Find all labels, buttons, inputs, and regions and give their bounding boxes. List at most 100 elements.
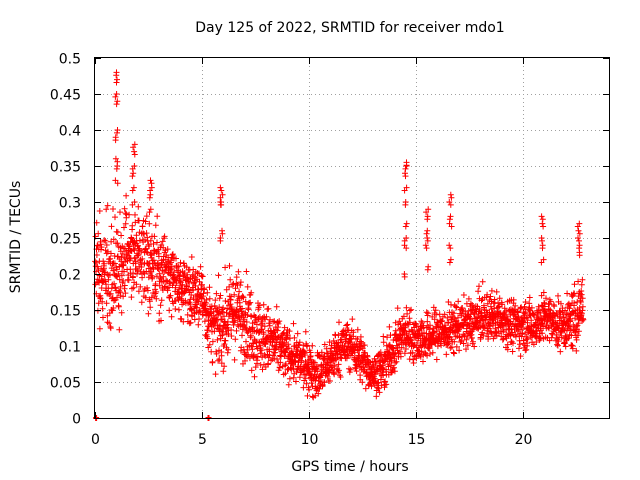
- data-point: [375, 385, 382, 392]
- data-point: [526, 294, 533, 301]
- data-point: [251, 373, 258, 380]
- data-point: [142, 218, 149, 225]
- grid-lines: [95, 58, 609, 418]
- data-point: [347, 366, 354, 373]
- data-point: [147, 237, 154, 244]
- data-point: [114, 294, 120, 301]
- data-point: [231, 291, 238, 298]
- data-point: [204, 289, 211, 296]
- data-point: [398, 344, 405, 351]
- data-point: [553, 335, 560, 341]
- data-point: [97, 241, 104, 248]
- data-point: [304, 392, 311, 399]
- data-point: [423, 309, 430, 316]
- data-point: [396, 341, 403, 348]
- data-point: [121, 205, 128, 212]
- data-point: [247, 299, 254, 306]
- data-point: [258, 347, 265, 354]
- data-point: [545, 306, 552, 313]
- data-point: [199, 273, 206, 280]
- data-point: [422, 242, 429, 249]
- data-point: [354, 336, 361, 343]
- data-point: [262, 341, 269, 348]
- data-point: [488, 287, 495, 294]
- data-point: [242, 324, 249, 331]
- data-point: [402, 201, 409, 208]
- data-points: [92, 69, 587, 421]
- y-tick-label: 0.05: [50, 376, 81, 392]
- data-point: [554, 342, 561, 349]
- data-point: [296, 339, 303, 346]
- data-point: [158, 297, 165, 304]
- data-point: [99, 298, 106, 305]
- data-point: [342, 332, 349, 339]
- data-point: [243, 338, 249, 345]
- data-point: [248, 367, 255, 374]
- data-point: [424, 216, 431, 223]
- data-point: [302, 352, 309, 358]
- data-point: [116, 287, 123, 294]
- data-point: [424, 227, 431, 234]
- data-point: [213, 290, 220, 297]
- data-point: [306, 386, 312, 393]
- data-point: [231, 356, 238, 363]
- data-point: [438, 342, 445, 349]
- data-point: [567, 317, 574, 324]
- data-point: [335, 367, 342, 374]
- data-point: [504, 346, 511, 353]
- data-point: [275, 320, 282, 327]
- data-point: [343, 355, 350, 362]
- data-point: [448, 223, 455, 230]
- data-point: [242, 357, 248, 364]
- data-point: [538, 259, 545, 266]
- data-point: [424, 237, 431, 244]
- data-point: [103, 300, 110, 307]
- data-point: [213, 317, 220, 324]
- data-point: [510, 296, 517, 303]
- data-point: [404, 310, 411, 317]
- data-point: [167, 292, 174, 299]
- data-point: [227, 276, 234, 283]
- data-point: [211, 328, 218, 335]
- data-point: [468, 334, 475, 341]
- data-point: [476, 283, 482, 290]
- data-point: [232, 285, 239, 292]
- data-point: [259, 366, 266, 373]
- data-point: [133, 281, 140, 288]
- data-point: [199, 281, 205, 288]
- data-point: [579, 303, 586, 310]
- data-point: [239, 332, 245, 339]
- data-point: [575, 320, 582, 327]
- data-point: [138, 248, 145, 255]
- data-point: [484, 291, 491, 298]
- data-point: [265, 360, 272, 367]
- data-point: [143, 248, 150, 255]
- data-point: [385, 363, 392, 370]
- data-point: [266, 320, 272, 327]
- data-point: [135, 288, 142, 295]
- data-point: [576, 252, 583, 259]
- data-point: [455, 314, 461, 321]
- data-point: [175, 306, 182, 313]
- data-point: [378, 382, 385, 389]
- data-point: [575, 227, 582, 234]
- data-point: [173, 255, 179, 262]
- data-point: [113, 101, 120, 108]
- data-point: [470, 338, 476, 345]
- data-point: [282, 370, 289, 377]
- data-point: [266, 322, 273, 329]
- data-point: [114, 229, 121, 236]
- data-point: [273, 303, 280, 310]
- data-point: [463, 336, 470, 343]
- data-point: [577, 299, 584, 305]
- data-point: [403, 245, 410, 252]
- data-point: [466, 316, 473, 323]
- data-point: [143, 230, 150, 237]
- data-point: [426, 345, 433, 352]
- data-point: [564, 301, 571, 308]
- data-point: [228, 293, 235, 300]
- data-point: [195, 321, 202, 328]
- data-point: [580, 316, 587, 323]
- data-point: [434, 343, 441, 350]
- data-point: [579, 276, 586, 283]
